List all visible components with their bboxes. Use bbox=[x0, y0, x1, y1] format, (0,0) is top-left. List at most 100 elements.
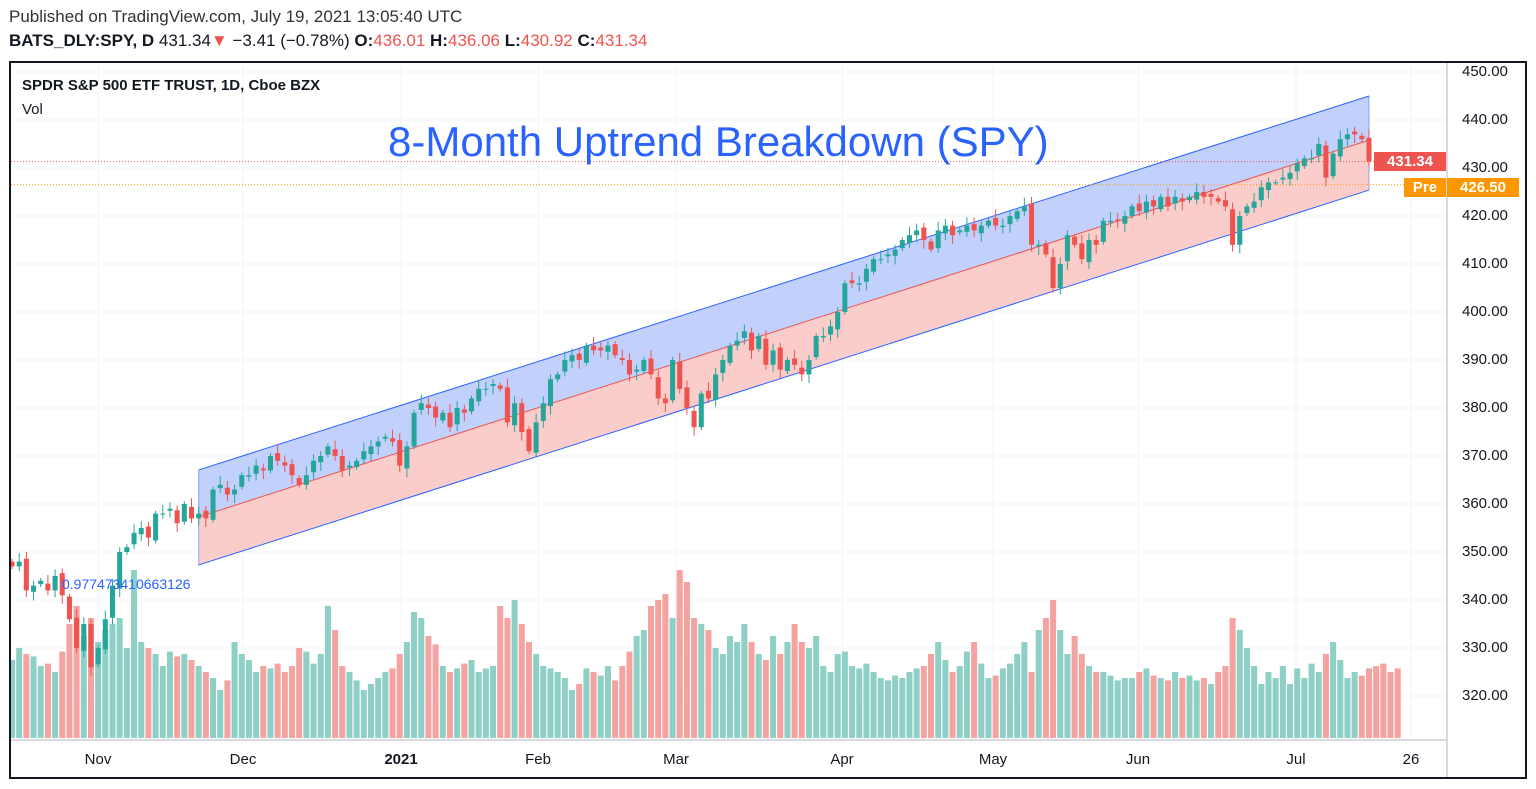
volume-bar bbox=[475, 672, 482, 738]
candle-body bbox=[985, 220, 991, 226]
x-tick-label: Nov bbox=[84, 751, 112, 768]
candle-body bbox=[591, 345, 597, 351]
volume-bar bbox=[217, 690, 224, 738]
candle-body bbox=[38, 580, 44, 585]
close-label: C: bbox=[577, 31, 596, 50]
candle-body bbox=[160, 513, 166, 515]
candle-body bbox=[547, 379, 554, 407]
volume-bar bbox=[1251, 666, 1258, 738]
candle-body bbox=[1050, 257, 1056, 288]
volume-bar bbox=[310, 663, 317, 738]
volume-bar bbox=[339, 666, 346, 738]
volume-bar bbox=[159, 666, 166, 738]
candle-body bbox=[1301, 158, 1307, 167]
volume-bar bbox=[1150, 675, 1157, 738]
volume-bar bbox=[274, 663, 281, 738]
candle-body bbox=[770, 350, 776, 365]
channel-upper-fill bbox=[198, 96, 1369, 517]
candle-body bbox=[993, 217, 999, 226]
volume-bar bbox=[109, 624, 116, 738]
volume-bar bbox=[1057, 630, 1064, 738]
candle-body bbox=[476, 388, 482, 402]
candle-body bbox=[447, 412, 453, 428]
candle-body bbox=[1072, 236, 1078, 245]
candle-body bbox=[540, 403, 546, 421]
volume-bar bbox=[1193, 680, 1200, 738]
candle-body bbox=[971, 224, 977, 231]
candle-body bbox=[957, 230, 963, 233]
volume-bar bbox=[762, 660, 769, 738]
candle-body bbox=[346, 465, 352, 468]
volume-bar bbox=[30, 656, 37, 738]
candle-body bbox=[74, 617, 80, 648]
candle-body bbox=[52, 576, 58, 591]
candle-body bbox=[928, 241, 934, 250]
volume-bar bbox=[425, 636, 432, 738]
candle-body bbox=[914, 230, 920, 236]
candle-body bbox=[196, 513, 202, 519]
y-tick-label: 400.00 bbox=[1462, 303, 1508, 320]
y-tick-label: 370.00 bbox=[1462, 447, 1508, 464]
y-tick-label: 420.00 bbox=[1462, 207, 1508, 224]
y-tick-label: 390.00 bbox=[1462, 351, 1508, 368]
candle-body bbox=[490, 384, 496, 386]
candle-body bbox=[88, 624, 94, 668]
volume-bar bbox=[877, 678, 884, 738]
volume-bar bbox=[726, 636, 734, 738]
candle-body bbox=[878, 259, 884, 261]
candle-body bbox=[282, 462, 288, 466]
volume-bar bbox=[1229, 618, 1236, 738]
last-price: 431.34 bbox=[158, 31, 211, 50]
volume-bar bbox=[1172, 672, 1179, 738]
volume-bar bbox=[1208, 684, 1215, 738]
volume-bar bbox=[1380, 663, 1387, 738]
candle-body bbox=[232, 489, 238, 495]
candle-body bbox=[404, 446, 410, 469]
y-tick-label: 410.00 bbox=[1462, 255, 1508, 272]
volume-bar bbox=[296, 648, 303, 738]
volume-bar bbox=[152, 654, 159, 738]
high-value: 436.06 bbox=[447, 31, 500, 50]
candle-body bbox=[670, 360, 676, 401]
volume-bar bbox=[676, 570, 683, 738]
x-tick-label: Dec bbox=[229, 751, 257, 768]
volume-bar bbox=[590, 672, 597, 738]
volume-bar bbox=[1279, 666, 1286, 738]
volume-bar bbox=[353, 680, 360, 738]
volume-bar bbox=[367, 684, 375, 738]
candle-body bbox=[763, 338, 769, 365]
volume-bar bbox=[791, 624, 798, 738]
volume-bar bbox=[482, 668, 489, 738]
volume-bar bbox=[360, 690, 367, 738]
volume-legend: Vol bbox=[22, 101, 43, 118]
candle-body bbox=[1222, 200, 1228, 207]
volume-bar bbox=[949, 672, 956, 738]
candle-body bbox=[1086, 240, 1092, 263]
volume-bar bbox=[583, 668, 590, 738]
candle-body bbox=[792, 358, 798, 365]
candle-body bbox=[921, 227, 927, 240]
candle-body bbox=[684, 387, 690, 408]
candle-body bbox=[784, 360, 790, 372]
open-value: 436.01 bbox=[373, 31, 426, 50]
volume-bar bbox=[1006, 663, 1014, 738]
volume-bar bbox=[734, 642, 741, 738]
volume-bar bbox=[1322, 654, 1329, 738]
volume-bar bbox=[999, 668, 1006, 738]
candle-body bbox=[188, 506, 195, 519]
ohlc-header: BATS_DLY:SPY, D 431.34▼ −3.41 (−0.78%) O… bbox=[9, 31, 647, 51]
volume-bar bbox=[647, 606, 655, 738]
candle-body bbox=[555, 374, 561, 380]
candle-body bbox=[562, 360, 568, 372]
volume-bar bbox=[1035, 630, 1042, 738]
y-tick-label: 360.00 bbox=[1462, 495, 1508, 512]
volume-bar bbox=[942, 660, 949, 738]
pre-market-label: Pre bbox=[1404, 178, 1446, 197]
last-price-badge: 431.34 bbox=[1374, 152, 1446, 171]
candle-body bbox=[433, 406, 439, 418]
candle-body bbox=[813, 336, 819, 358]
candle-body bbox=[626, 360, 632, 375]
volume-bar bbox=[863, 663, 870, 738]
volume-bar bbox=[195, 666, 202, 738]
